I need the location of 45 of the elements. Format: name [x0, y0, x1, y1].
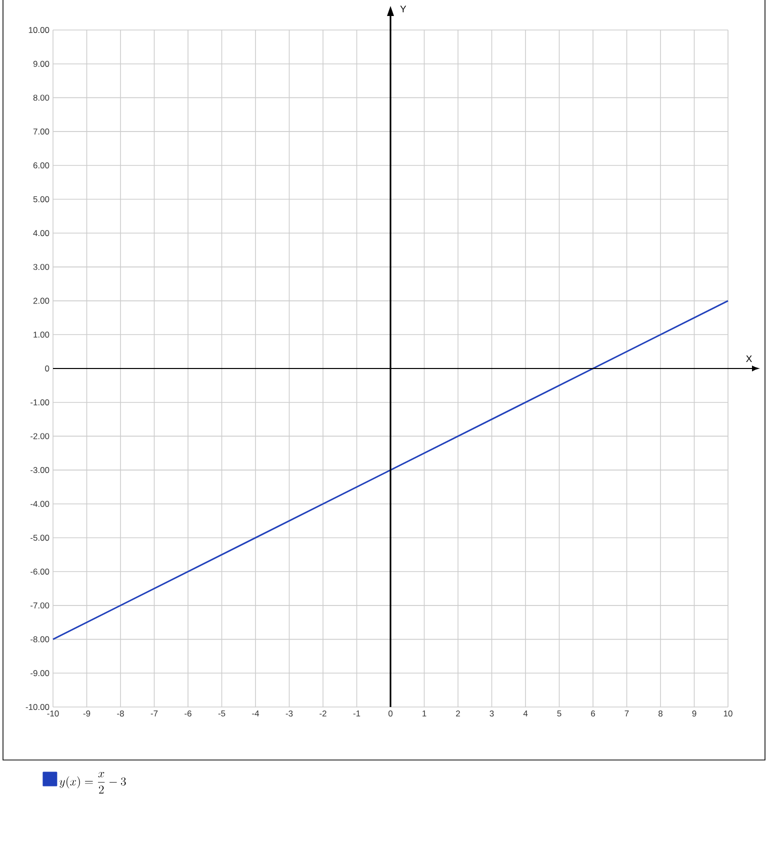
y-tick-label: -9.00	[30, 670, 50, 676]
x-tick-label: -3	[286, 710, 293, 717]
y-tick-label: -6.00	[30, 568, 50, 575]
y-tick-label: -10.00	[26, 704, 50, 710]
y-tick-label: 10.00	[28, 27, 50, 33]
x-tick-label: -9	[83, 710, 90, 717]
x-tick-label: -2	[320, 710, 326, 716]
y-tick-label: 9.00	[33, 60, 50, 67]
y-tick-label: -2.00	[30, 433, 50, 440]
x-tick-label: -10	[47, 710, 59, 717]
x-tick-label: 10	[724, 710, 732, 717]
y-tick-label: 0	[45, 366, 50, 372]
x-tick-label: 3	[490, 710, 494, 717]
y-tick-label: 8.00	[33, 94, 50, 101]
x-tick-label: 9	[692, 710, 696, 717]
y-tick-label: -4.00	[30, 500, 50, 507]
x-tick-label: -8	[117, 710, 124, 717]
x-tick-label: 0	[388, 710, 393, 717]
y-tick-label: -7.00	[30, 602, 50, 608]
y-tick-label: 5.00	[33, 196, 50, 202]
x-tick-label: -4	[252, 710, 260, 716]
y-tick-label: -3.00	[30, 467, 50, 474]
y-tick-label: 3.00	[33, 264, 50, 270]
y-tick-label: 2.00	[33, 298, 50, 304]
x-tick-label: -1	[353, 710, 360, 716]
y-tick-label: -1.00	[30, 399, 50, 406]
x-tick-label: -7	[150, 710, 158, 716]
y-tick-label: 4.00	[33, 230, 50, 236]
y-tick-label: -8.00	[30, 636, 50, 642]
y-tick-label: 1.00	[34, 332, 50, 338]
x-tick-label: 1	[422, 710, 426, 716]
y-tick-label: -5.00	[30, 534, 50, 541]
x-axis-title: X	[746, 355, 752, 362]
y-tick-label: 6.00	[33, 162, 50, 168]
x-tick-label: -5	[218, 710, 226, 716]
legend-label: $y(x) = \frac{x}{2} - 3$	[60, 772, 126, 794]
y-axis-title: Y	[400, 6, 406, 12]
x-tick-label: 7	[624, 710, 629, 716]
x-tick-label: -6	[184, 710, 192, 717]
x-tick-label: 2	[456, 710, 460, 716]
x-tick-label: 6	[591, 710, 595, 717]
y-tick-label: 7.00	[33, 128, 50, 135]
x-tick-label: 4	[523, 710, 528, 716]
x-tick-label: 8	[658, 710, 662, 717]
x-tick-label: 5	[557, 710, 562, 716]
